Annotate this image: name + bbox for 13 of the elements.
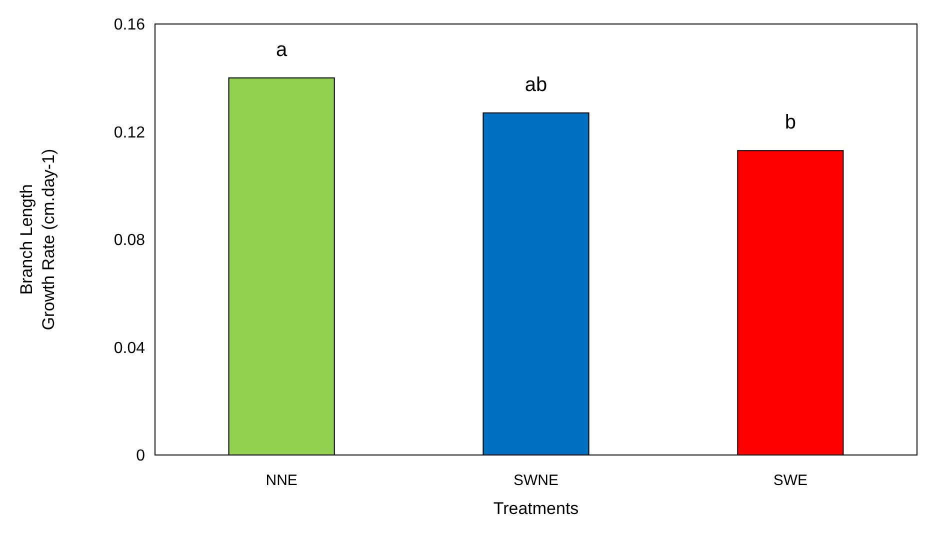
x-tick-label: NNE	[266, 472, 298, 489]
x-axis-title: Treatments	[493, 499, 579, 518]
y-tick-label: 0.08	[114, 232, 146, 250]
annotation: a	[276, 38, 288, 61]
y-tick-label: 0	[136, 448, 146, 465]
annotation: ab	[524, 74, 548, 96]
y-tick-label: 0.12	[114, 124, 146, 142]
annotation: b	[784, 112, 796, 134]
y-tick-label: 0.16	[114, 16, 146, 34]
y-axis-title: Branch Length Growth Rate (cm.day-1)	[17, 148, 58, 330]
x-tick-label: SWNE	[514, 472, 558, 489]
x-tick-label: SWE	[773, 472, 808, 489]
y-tick-label: 0.04	[114, 340, 146, 357]
